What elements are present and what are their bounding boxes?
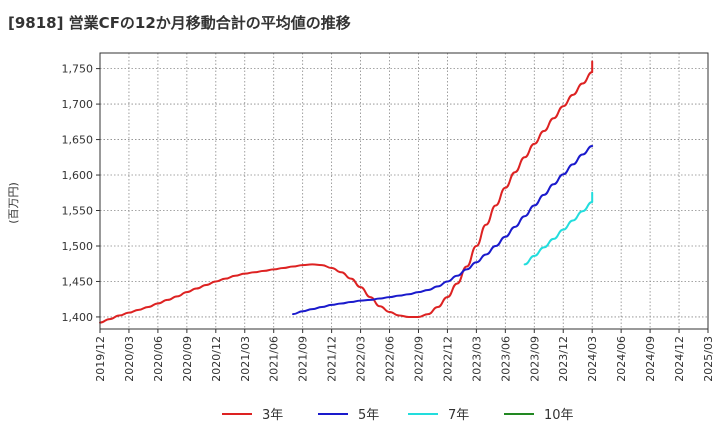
legend-label: 5年 (358, 408, 379, 423)
series-line-7年 (523, 191, 594, 266)
legend: 3年 5年 7年 10年 (222, 408, 574, 423)
x-tick-label: 2021/03 (239, 336, 252, 382)
y-tick-label: 1,650 (62, 134, 94, 147)
x-tick-label: 2024/09 (644, 336, 657, 382)
series-lines (99, 60, 594, 324)
x-tick-label: 2024/06 (615, 336, 628, 382)
x-tick-label: 2020/12 (210, 336, 223, 382)
series-line-5年 (292, 144, 594, 316)
y-tick-label: 1,500 (62, 240, 94, 253)
legend-label: 7年 (448, 408, 469, 423)
x-tick-label: 2022/12 (441, 336, 454, 382)
x-tick-label: 2022/03 (355, 336, 368, 382)
y-tick-label: 1,600 (62, 169, 94, 182)
y-axis-label: (百万円) (7, 182, 20, 224)
x-tick-label: 2020/06 (152, 336, 165, 382)
y-tick-label: 1,450 (62, 275, 94, 288)
x-tick-label: 2019/12 (94, 336, 107, 382)
legend-label: 3年 (262, 408, 283, 423)
x-tick-label: 2024/12 (673, 336, 686, 382)
x-tick-label: 2023/09 (528, 336, 541, 382)
x-tick-label: 2020/09 (181, 336, 194, 382)
plot-area-frame (99, 52, 709, 330)
grid (100, 53, 708, 329)
series-line-3年 (99, 60, 594, 324)
legend-label: 10年 (544, 408, 574, 423)
x-tick-label: 2021/12 (326, 336, 339, 382)
x-tick-label: 2025/03 (702, 336, 715, 382)
y-axis-ticks: 1,400 1,450 1,500 1,550 1,600 1,650 1,700 1,750 (62, 63, 100, 324)
y-tick-label: 1,750 (62, 63, 94, 76)
x-tick-label: 2022/06 (384, 336, 397, 382)
x-tick-label: 2022/09 (412, 336, 425, 382)
chart-title: [9818] 営業CFの12か月移動合計の平均値の推移 (8, 14, 351, 32)
x-tick-label: 2020/03 (123, 336, 136, 382)
x-tick-label: 2024/03 (586, 336, 599, 382)
x-tick-label: 2021/09 (297, 336, 310, 382)
x-tick-label: 2023/06 (499, 336, 512, 382)
x-tick-label: 2021/06 (268, 336, 281, 382)
y-tick-label: 1,400 (62, 311, 94, 324)
x-axis-ticks: 2019/12 2020/03 2020/06 2020/09 2020/12 2021/… (94, 329, 715, 382)
x-tick-label: 2023/12 (557, 336, 570, 382)
y-tick-label: 1,550 (62, 205, 94, 218)
y-tick-label: 1,700 (62, 98, 94, 111)
x-tick-label: 2023/03 (470, 336, 483, 382)
